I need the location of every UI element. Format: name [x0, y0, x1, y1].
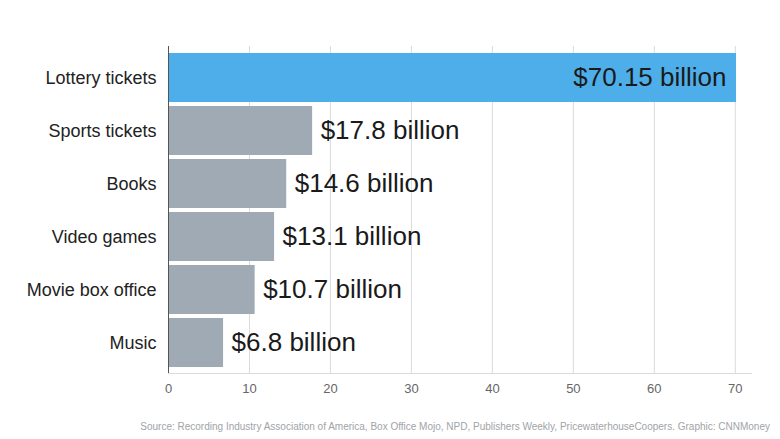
- svg-text:Video games: Video games: [52, 227, 157, 247]
- svg-text:70: 70: [728, 381, 742, 396]
- svg-text:Sports tickets: Sports tickets: [48, 121, 156, 141]
- svg-text:$14.6 billion: $14.6 billion: [295, 168, 434, 198]
- svg-text:Books: Books: [106, 174, 156, 194]
- svg-text:10: 10: [242, 381, 256, 396]
- svg-text:$6.8 billion: $6.8 billion: [232, 327, 356, 357]
- svg-text:Lottery tickets: Lottery tickets: [45, 68, 156, 88]
- svg-text:0: 0: [165, 381, 172, 396]
- svg-text:$17.8 billion: $17.8 billion: [321, 115, 460, 145]
- html-text:Source: Recording Industry Ass: Source: Recording Industry Association o…: [140, 421, 770, 432]
- svg-text:50: 50: [566, 381, 580, 396]
- svg-text:Movie box office: Movie box office: [27, 280, 157, 300]
- svg-text:$13.1 billion: $13.1 billion: [283, 221, 422, 251]
- svg-text:40: 40: [485, 381, 499, 396]
- svg-text:20: 20: [323, 381, 337, 396]
- svg-text:$70.15 billion: $70.15 billion: [573, 62, 726, 92]
- svg-text:Music: Music: [109, 333, 156, 353]
- svg-text:30: 30: [404, 381, 418, 396]
- svg-text:$10.7 billion: $10.7 billion: [263, 274, 402, 304]
- svg-text:60: 60: [647, 381, 661, 396]
